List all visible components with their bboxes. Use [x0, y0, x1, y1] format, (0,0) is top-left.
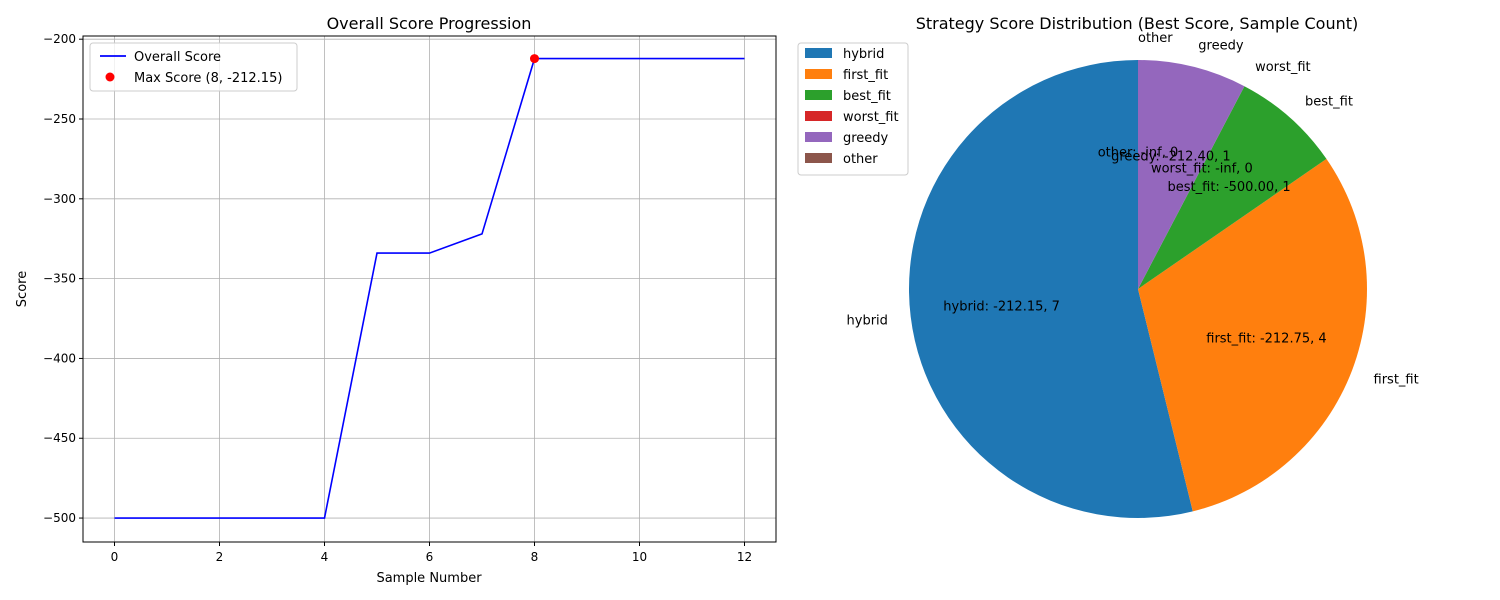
x-axis-ticks: 0 2 4 6 8 10 12 [111, 542, 752, 564]
pie-slice-first-fit [1138, 158, 1367, 512]
legend-label-worst-fit: worst_fit [843, 110, 899, 125]
pie-inner-label-first-fit: first_fit: -212.75, 4 [1206, 332, 1326, 347]
y-tick-label: −250 [43, 112, 76, 126]
x-tick-label: 10 [632, 550, 647, 564]
legend-swatch-hybrid [805, 48, 832, 58]
pie-outer-label-greedy: greedy [1198, 38, 1244, 53]
pie-slice-best-fit [1138, 86, 1327, 290]
pie-chart-title: Strategy Score Distribution (Best Score,… [916, 14, 1359, 33]
gridlines [83, 36, 776, 542]
pie-inner-label-worst-fit: worst_fit: -inf, 0 [1151, 161, 1253, 176]
max-score-point [530, 54, 539, 64]
legend-label-greedy: greedy [843, 131, 889, 146]
y-tick-label: −200 [43, 32, 76, 46]
pie-outer-label-best-fit: best_fit [1305, 94, 1353, 109]
pie-inner-label-best-fit: best_fit: -500.00, 1 [1168, 180, 1291, 195]
pie-slices [909, 60, 1367, 518]
x-tick-label: 12 [737, 550, 752, 564]
x-tick-label: 8 [531, 550, 539, 564]
x-tick-label: 6 [426, 550, 434, 564]
legend-label-max-score: Max Score (8, -212.15) [134, 71, 282, 86]
pie-slice-hybrid [909, 60, 1193, 518]
pie-outer-labels: hybrid first_fit best_fit worst_fit greedy ot… [847, 31, 1419, 387]
pie-outer-label-hybrid: hybrid [847, 313, 888, 328]
legend-swatch-first-fit [805, 69, 832, 79]
legend-swatch-worst-fit [805, 111, 832, 121]
x-tick-label: 2 [216, 550, 224, 564]
pie-inner-label-hybrid: hybrid: -212.15, 7 [943, 300, 1060, 315]
legend-swatch-max-score [105, 72, 115, 82]
x-tick-label: 0 [111, 550, 119, 564]
pie-outer-label-worst-fit: worst_fit [1255, 60, 1311, 75]
y-tick-label: −500 [43, 511, 76, 525]
legend-box [89, 42, 298, 92]
line-series-group [114, 54, 745, 519]
pie-slice-greedy [1138, 60, 1245, 289]
legend-swatch-best-fit [805, 90, 832, 100]
line-legend: Overall Score Max Score (8, -212.15) [89, 42, 298, 92]
pie-inner-label-greedy: greedy: -212.40, 1 [1111, 150, 1231, 165]
legend-swatch-other [805, 153, 832, 163]
y-axis-ticks: −500 −450 −400 −350 −300 −250 −200 [43, 32, 83, 525]
y-tick-label: −400 [43, 351, 76, 365]
legend-label-best-fit: best_fit [843, 89, 891, 104]
pie-outer-label-other: other [1138, 31, 1173, 46]
pie-inner-label-other: other: -inf, 0 [1098, 146, 1179, 161]
legend-label-overall-score: Overall Score [134, 50, 221, 65]
y-tick-label: −450 [43, 431, 76, 445]
pie-chart: Strategy Score Distribution (Best Score,… [797, 14, 1419, 518]
pie-outer-label-first-fit: first_fit [1374, 372, 1419, 387]
legend-swatch-greedy [805, 132, 832, 142]
pie-inner-labels: hybrid: -212.15, 7 first_fit: -212.75, 4 b… [943, 146, 1326, 347]
legend-label-hybrid: hybrid [843, 47, 884, 62]
legend-label-other: other [843, 152, 878, 167]
legend-label-first-fit: first_fit [843, 68, 888, 83]
x-axis-label: Sample Number [376, 571, 482, 586]
y-axis-label: Score [15, 271, 30, 307]
x-tick-label: 4 [321, 550, 329, 564]
line-chart-title: Overall Score Progression [327, 14, 532, 33]
y-tick-label: −300 [43, 192, 76, 206]
line-chart: Overall Score Progression 0 2 4 6 8 10 12 −500… [15, 14, 777, 586]
y-tick-label: −350 [43, 272, 76, 286]
series-line-overall-score [114, 57, 745, 519]
